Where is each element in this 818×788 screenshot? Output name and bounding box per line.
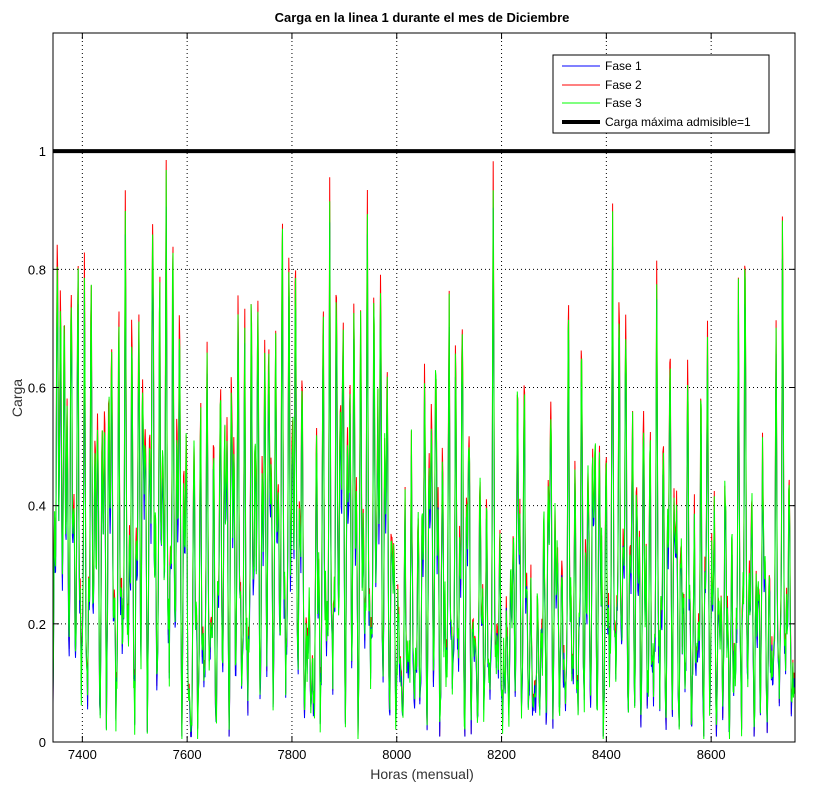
x-tick-label-6: 8600 (697, 747, 726, 762)
y-axis-label: Carga (9, 379, 25, 417)
y-tick-label-5: 1 (39, 144, 46, 159)
y-tick-label-3: 0.6 (28, 381, 46, 396)
y-tick-label-0: 0 (39, 735, 46, 750)
x-tick-label-2: 7800 (277, 747, 306, 762)
x-axis-label: Horas (mensual) (370, 766, 473, 782)
x-tick-label-1: 7600 (173, 747, 202, 762)
legend-label-fase-3: Fase 3 (605, 96, 642, 110)
series-group (53, 159, 795, 740)
x-tick-label-5: 8400 (592, 747, 621, 762)
y-axis-ticks: 0 0.2 0.4 0.6 0.8 1 (28, 144, 795, 750)
y-tick-label-4: 0.8 (28, 262, 46, 277)
legend-label-fase-1: Fase 1 (605, 59, 642, 73)
legend: Fase 1 Fase 2 Fase 3 Carga máxima admisi… (552, 54, 770, 134)
chart-title: Carga en la linea 1 durante el mes de Di… (275, 10, 570, 25)
series-line-3 (53, 169, 795, 740)
legend-label-fase-2: Fase 2 (605, 78, 642, 92)
x-tick-label-3: 8000 (382, 747, 411, 762)
y-tick-label-1: 0.2 (28, 617, 46, 632)
legend-label-max-load: Carga máxima admisible=1 (605, 115, 751, 129)
x-tick-label-4: 8200 (487, 747, 516, 762)
x-axis-ticks: 7400 7600 7800 8000 8200 8400 8600 (68, 33, 726, 762)
y-tick-label-2: 0.4 (28, 499, 46, 514)
x-tick-label-0: 7400 (68, 747, 97, 762)
